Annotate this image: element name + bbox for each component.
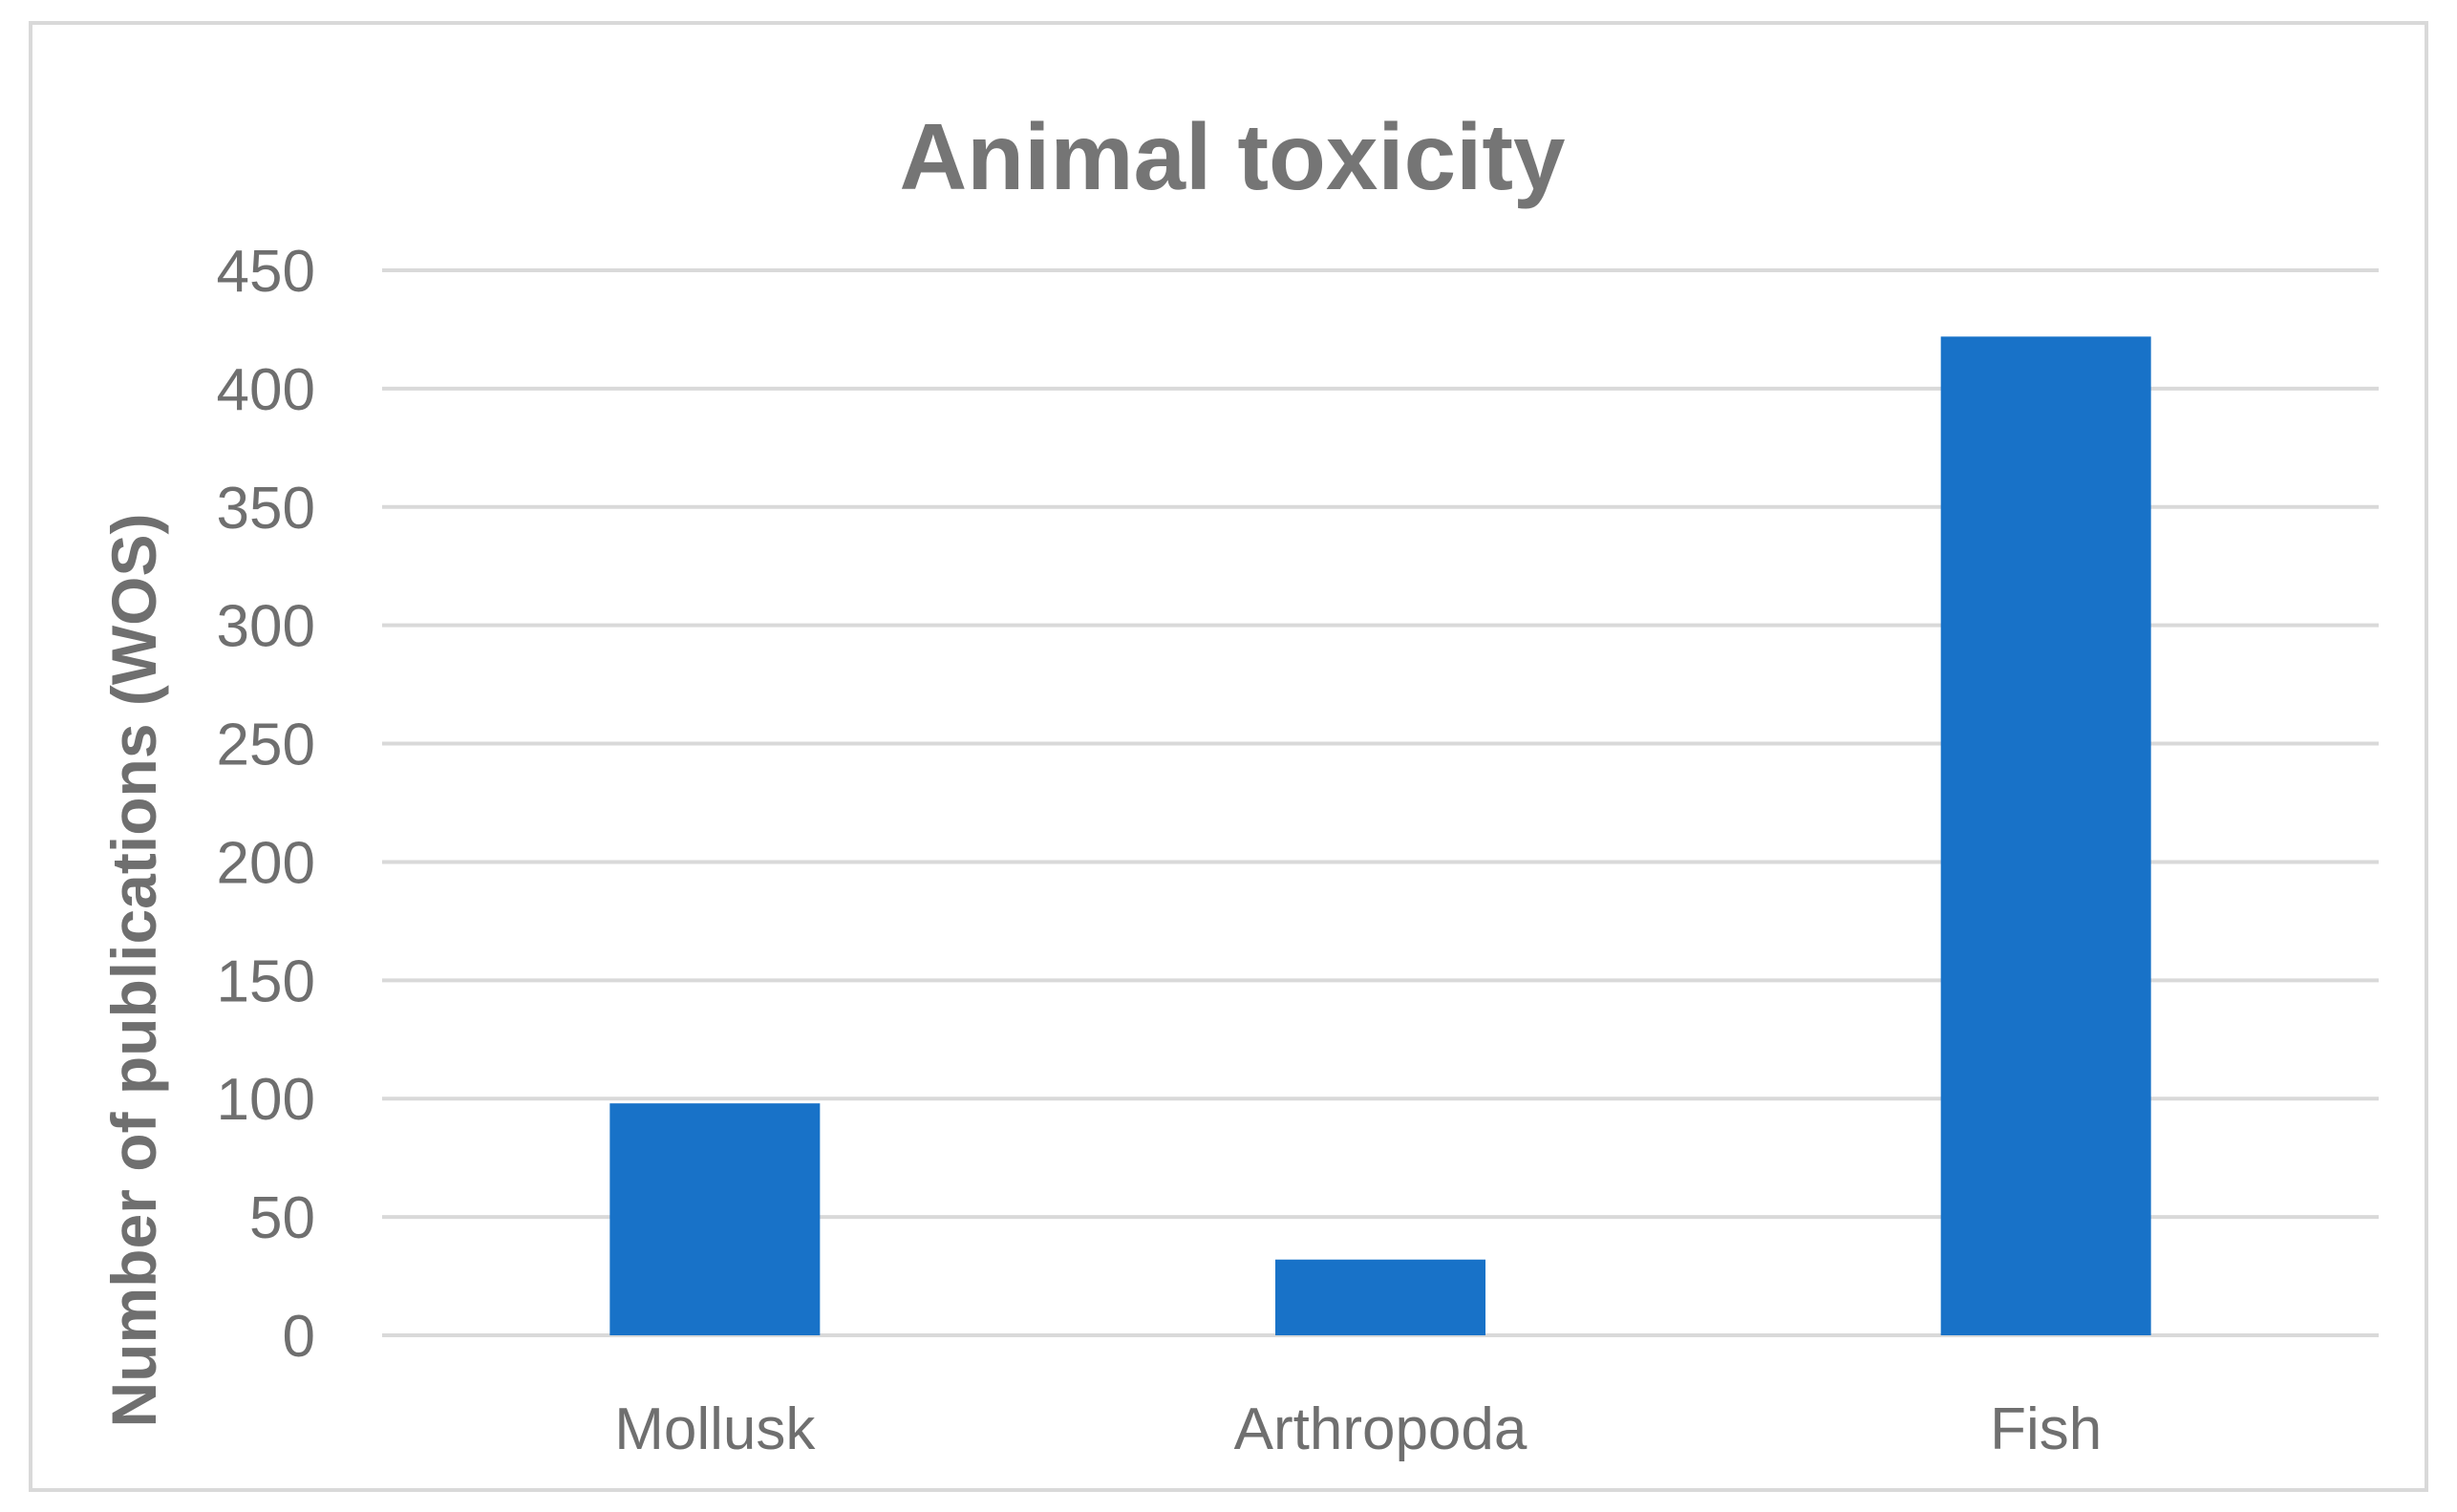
x-tick-label-mollusk: Mollusk (614, 1396, 816, 1462)
y-tick-label-150: 150 (217, 948, 315, 1014)
y-tick-label-0: 0 (283, 1304, 315, 1370)
x-axis-tick-labels: Mollusk Arthropoda Fish (614, 1396, 2102, 1462)
chart-title: Animal toxicity (899, 104, 1565, 209)
bar-fish (1940, 336, 2151, 1335)
y-axis-label: Number of publications (WOS) (98, 514, 169, 1428)
y-tick-label-200: 200 (217, 830, 315, 896)
y-tick-label-250: 250 (217, 713, 315, 778)
y-tick-label-350: 350 (217, 476, 315, 542)
y-tick-label-100: 100 (217, 1067, 315, 1133)
y-tick-label-450: 450 (217, 239, 315, 305)
y-tick-label-300: 300 (217, 594, 315, 660)
y-tick-label-50: 50 (249, 1185, 315, 1251)
bars (609, 336, 2151, 1335)
bar-mollusk (609, 1103, 821, 1335)
x-tick-label-arthropoda: Arthropoda (1234, 1396, 1528, 1462)
y-axis-tick-labels: 0 50 100 150 200 250 300 350 400 450 (217, 239, 315, 1370)
y-tick-label-400: 400 (217, 357, 315, 423)
x-tick-label-fish: Fish (1990, 1396, 2102, 1462)
bar-arthropoda (1275, 1259, 1485, 1335)
